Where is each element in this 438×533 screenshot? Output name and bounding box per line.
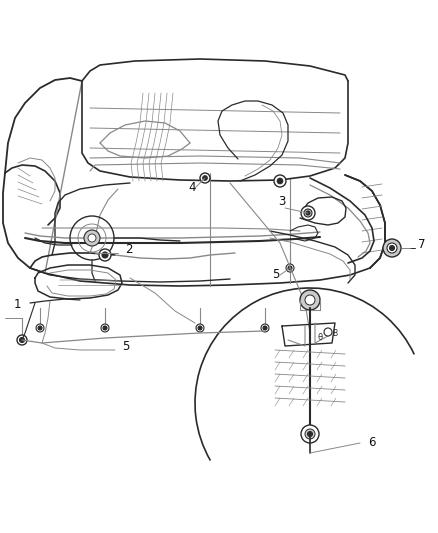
Circle shape — [20, 337, 25, 343]
Circle shape — [324, 328, 332, 336]
Circle shape — [200, 173, 210, 183]
Circle shape — [102, 252, 108, 258]
Text: 4: 4 — [188, 181, 195, 194]
Circle shape — [306, 211, 310, 215]
Circle shape — [84, 230, 100, 246]
Circle shape — [99, 249, 111, 261]
Text: 3: 3 — [278, 195, 286, 208]
Circle shape — [300, 290, 320, 310]
Circle shape — [263, 326, 267, 330]
Circle shape — [305, 295, 315, 305]
Text: 5: 5 — [122, 340, 129, 353]
Circle shape — [305, 429, 315, 439]
Circle shape — [301, 206, 315, 220]
Circle shape — [277, 178, 283, 184]
Circle shape — [17, 335, 27, 345]
Circle shape — [307, 432, 312, 437]
Circle shape — [261, 324, 269, 332]
Text: 5: 5 — [272, 268, 279, 281]
Circle shape — [383, 239, 401, 257]
Circle shape — [301, 425, 319, 443]
Text: 1: 1 — [14, 298, 21, 311]
Circle shape — [286, 264, 294, 272]
Circle shape — [198, 326, 202, 330]
Circle shape — [274, 175, 286, 187]
Circle shape — [389, 246, 395, 251]
Circle shape — [304, 209, 312, 217]
Circle shape — [38, 326, 42, 330]
Circle shape — [101, 324, 109, 332]
Circle shape — [36, 324, 44, 332]
Circle shape — [103, 326, 107, 330]
Circle shape — [88, 234, 96, 242]
Circle shape — [288, 266, 292, 270]
Text: 2: 2 — [125, 243, 133, 256]
Text: 6: 6 — [368, 436, 375, 449]
Text: B: B — [332, 329, 337, 338]
Text: 7: 7 — [418, 238, 425, 251]
Circle shape — [196, 324, 204, 332]
Circle shape — [387, 243, 397, 253]
Circle shape — [202, 175, 208, 181]
Text: θ: θ — [318, 334, 323, 343]
